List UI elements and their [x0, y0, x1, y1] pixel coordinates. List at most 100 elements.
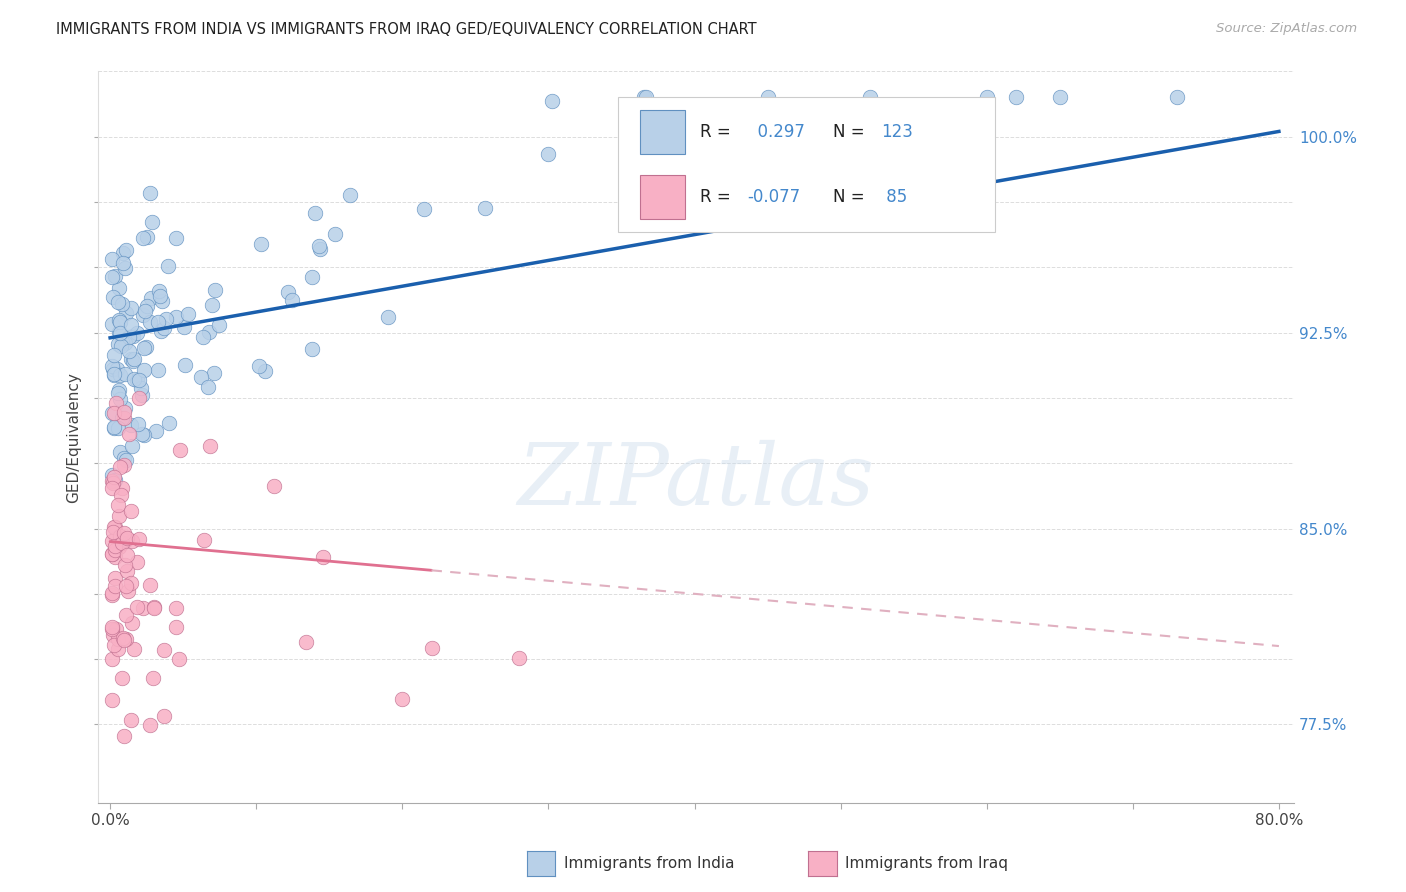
Point — [105, 396, 128, 410]
Point — [104, 474, 127, 488]
Point — [114, 336, 136, 351]
Point — [323, 227, 346, 242]
Point — [249, 237, 271, 252]
Text: IMMIGRANTS FROM INDIA VS IMMIGRANTS FROM IRAQ GED/EQUIVALENCY CORRELATION CHART: IMMIGRANTS FROM INDIA VS IMMIGRANTS FROM… — [56, 22, 756, 37]
Point — [142, 601, 165, 615]
Point — [153, 643, 176, 657]
Point — [134, 427, 156, 442]
Point — [540, 95, 562, 109]
Point — [155, 311, 177, 326]
Point — [125, 555, 148, 569]
Point — [108, 325, 131, 339]
Point — [135, 299, 157, 313]
Point — [108, 509, 131, 524]
Point — [191, 330, 214, 344]
Point — [122, 642, 145, 657]
Point — [120, 318, 142, 332]
Point — [157, 259, 180, 273]
Point — [115, 579, 138, 593]
Point — [120, 351, 142, 366]
Point — [142, 671, 165, 685]
Point — [197, 380, 219, 394]
Point — [112, 411, 135, 425]
Point — [121, 438, 143, 452]
Point — [108, 392, 131, 407]
Point — [112, 632, 135, 647]
Point — [114, 244, 136, 258]
Point — [127, 326, 149, 340]
Point — [121, 616, 143, 631]
Point — [100, 622, 122, 636]
Point — [110, 297, 132, 311]
Point — [127, 599, 149, 614]
Point — [103, 368, 125, 382]
Point — [108, 383, 131, 397]
Point — [474, 201, 496, 215]
Point — [101, 586, 124, 600]
Point — [108, 541, 131, 555]
Point — [132, 341, 155, 355]
Point — [103, 520, 125, 534]
Point — [101, 361, 124, 376]
Point — [634, 90, 657, 104]
FancyBboxPatch shape — [640, 175, 685, 219]
Point — [104, 539, 127, 553]
Point — [107, 642, 129, 657]
Point — [114, 525, 136, 540]
Point — [112, 451, 135, 466]
Text: 85: 85 — [882, 188, 907, 206]
Point — [115, 533, 138, 547]
Point — [103, 348, 125, 362]
Point — [131, 231, 153, 245]
Point — [413, 202, 436, 216]
Point — [107, 386, 129, 401]
Point — [112, 729, 135, 743]
Point — [131, 426, 153, 441]
Text: N =: N = — [834, 123, 865, 141]
Point — [100, 359, 122, 373]
Point — [114, 452, 136, 467]
Point — [110, 536, 132, 550]
Point — [107, 632, 129, 647]
Point — [138, 578, 160, 592]
Point — [153, 709, 176, 723]
Point — [108, 326, 131, 340]
Point — [301, 342, 323, 356]
Point — [115, 548, 138, 562]
Point — [537, 146, 560, 161]
Text: N =: N = — [834, 188, 865, 206]
Point — [100, 547, 122, 561]
Point — [107, 313, 129, 327]
Point — [139, 717, 162, 731]
FancyBboxPatch shape — [640, 110, 685, 154]
Point — [114, 607, 136, 622]
Point — [308, 239, 330, 253]
Point — [115, 306, 138, 320]
Point — [110, 339, 132, 353]
Point — [107, 498, 129, 512]
Point — [277, 285, 299, 299]
Point — [104, 543, 127, 558]
Point — [114, 558, 136, 572]
Point — [112, 405, 135, 419]
Point — [143, 600, 166, 615]
Point — [111, 481, 134, 495]
Point — [104, 549, 127, 564]
Text: ZIPatlas: ZIPatlas — [517, 440, 875, 523]
Point — [101, 652, 124, 666]
Point — [108, 460, 131, 475]
Point — [124, 372, 146, 386]
Point — [139, 291, 162, 305]
Point — [105, 622, 128, 636]
Point — [101, 481, 124, 495]
Point — [201, 298, 224, 312]
Point — [114, 260, 136, 275]
Point — [112, 255, 135, 269]
Point — [100, 252, 122, 266]
Point — [122, 352, 145, 367]
Point — [169, 443, 191, 458]
Point — [165, 231, 187, 245]
Point — [111, 411, 134, 425]
Point — [115, 632, 138, 646]
Point — [420, 641, 443, 656]
